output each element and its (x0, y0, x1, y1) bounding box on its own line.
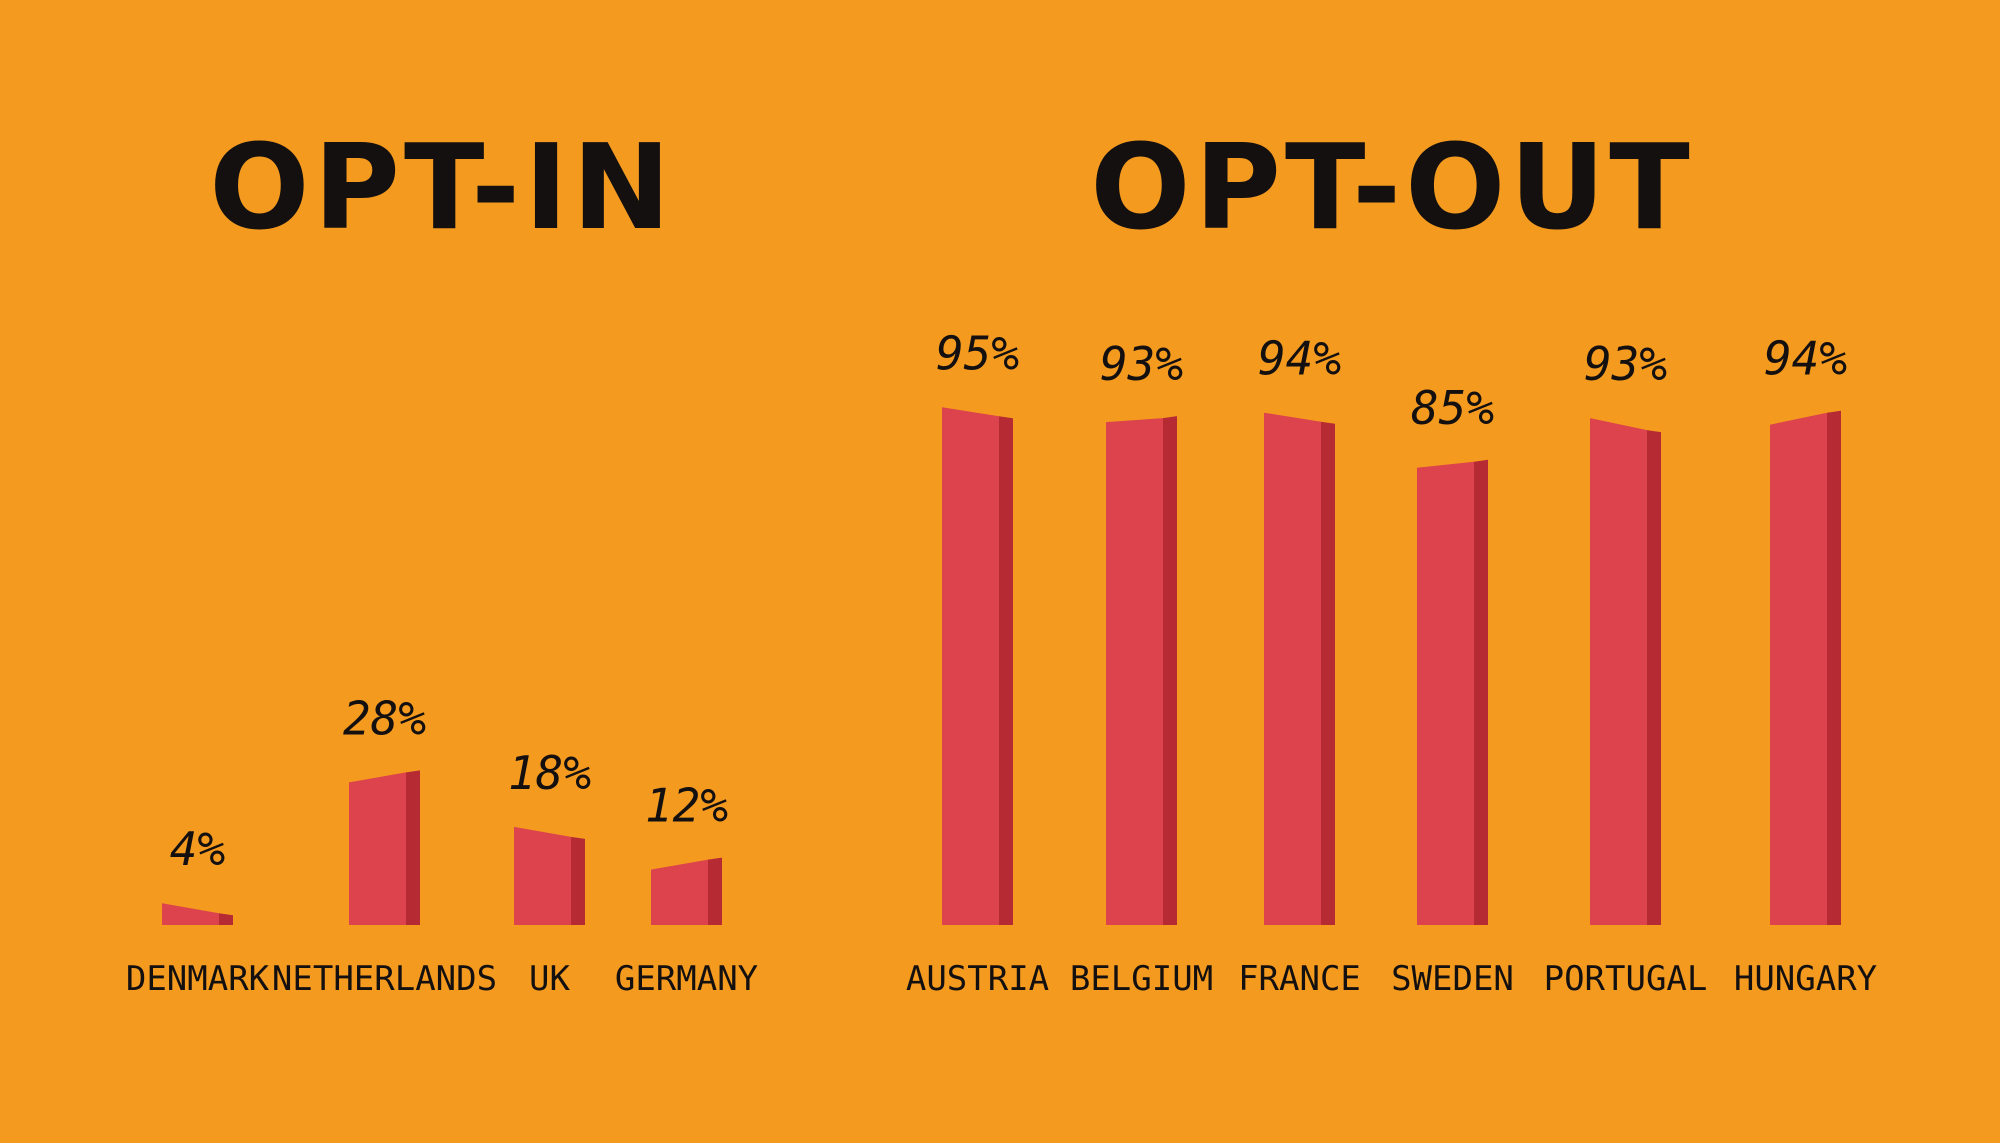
category-label-sweden: SWEDEN (1391, 959, 1514, 999)
value-label-france: 94% (1258, 332, 1341, 386)
bar-denmark: 4% DENMARK (126, 822, 270, 999)
bar-front-portugal (1590, 418, 1647, 925)
bar-netherlands: 28% NETHERLANDS (272, 691, 497, 999)
bar-front-sweden (1417, 461, 1474, 925)
category-label-austria: AUSTRIA (906, 959, 1049, 999)
bar-side-france (1321, 421, 1335, 925)
bar-germany: 12% GERMANY (615, 779, 758, 999)
value-label-netherlands: 28% (343, 691, 426, 745)
bar-portugal: 93% PORTUGAL (1544, 337, 1708, 999)
category-label-denmark: DENMARK (126, 959, 270, 999)
value-label-austria: 95% (936, 326, 1019, 380)
bar-side-denmark (219, 913, 233, 925)
value-label-uk: 18% (508, 746, 591, 800)
bar-side-austria (999, 416, 1013, 925)
bar-austria: 95% AUSTRIA (906, 326, 1049, 999)
value-label-sweden: 85% (1411, 381, 1494, 435)
bars-layer: 4% DENMARK 28% NETHERLANDS 18% UK 12% GERMANY 95… (126, 326, 1877, 999)
category-label-netherlands: NETHERLANDS (272, 959, 497, 999)
bar-side-hungary (1827, 410, 1841, 925)
category-label-portugal: PORTUGAL (1544, 959, 1708, 999)
value-label-portugal: 93% (1584, 337, 1667, 391)
category-label-uk: UK (529, 959, 570, 999)
bar-uk: 18% UK (508, 746, 591, 999)
bar-front-hungary (1770, 412, 1827, 925)
bar-sweden: 85% SWEDEN (1391, 381, 1514, 999)
bar-side-germany (708, 857, 722, 925)
bar-side-portugal (1647, 430, 1661, 925)
bar-front-uk (514, 826, 571, 925)
category-label-france: FRANCE (1238, 959, 1361, 999)
bar-front-netherlands (349, 772, 406, 925)
bar-belgium: 93% BELGIUM (1070, 337, 1213, 999)
bar-front-germany (651, 859, 708, 925)
bar-side-uk (571, 836, 585, 925)
bar-front-austria (942, 407, 999, 925)
value-label-denmark: 4% (170, 822, 225, 876)
bar-front-france (1264, 412, 1321, 925)
category-label-belgium: BELGIUM (1070, 959, 1213, 999)
bar-front-denmark (162, 903, 219, 925)
category-label-germany: GERMANY (615, 959, 758, 999)
category-label-hungary: HUNGARY (1734, 959, 1877, 999)
bar-side-belgium (1163, 416, 1177, 925)
opt-out-title: OPT-OUT (1090, 118, 1694, 256)
value-label-germany: 12% (645, 779, 728, 833)
bar-france: 94% FRANCE (1238, 332, 1361, 999)
bar-front-belgium (1106, 418, 1163, 925)
bar-side-netherlands (406, 770, 420, 925)
bar-hungary: 94% HUNGARY (1734, 332, 1877, 999)
value-label-belgium: 93% (1100, 337, 1183, 391)
value-label-hungary: 94% (1764, 332, 1847, 386)
opt-in-title: OPT-IN (209, 118, 675, 256)
bar-side-sweden (1474, 459, 1488, 925)
